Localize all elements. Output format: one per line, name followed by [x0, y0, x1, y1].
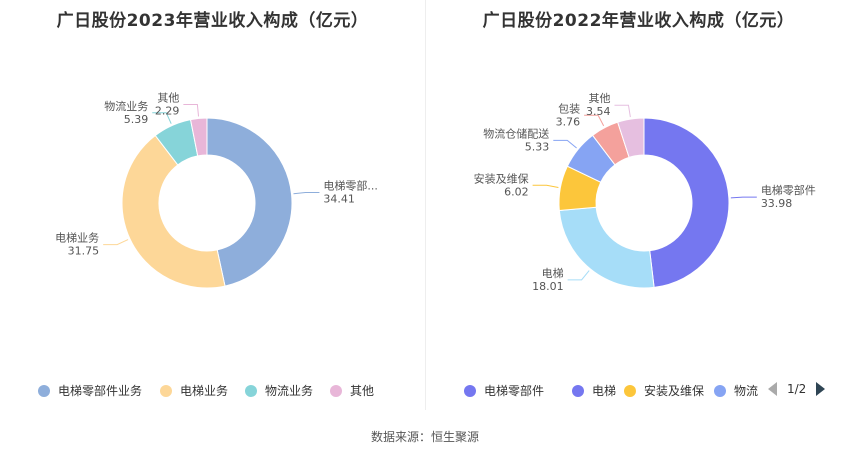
label-leader-line	[532, 184, 559, 188]
legend-label: 电梯	[592, 384, 617, 398]
pie-slice[interactable]	[189, 117, 208, 157]
slice-label-value: 33.98	[761, 197, 793, 210]
slice-label-value: 3.54	[586, 105, 611, 118]
slice-label-value: 2.29	[155, 104, 180, 117]
slice-label-name: 安装及维保	[474, 171, 529, 185]
legend-item[interactable]: 其他	[330, 382, 374, 399]
label-leader-line	[152, 112, 172, 124]
slice-label-name: 物流业务	[104, 99, 148, 113]
slice-label-name: 电梯业务	[55, 232, 99, 245]
legend-item[interactable]: 电梯	[572, 382, 616, 399]
legend-dot-icon	[464, 384, 476, 397]
legend-page-indicator: 1/2	[787, 382, 807, 396]
legend-dot-icon	[624, 384, 636, 397]
slice-label-name: 电梯	[542, 267, 564, 280]
legend-item[interactable]: 电梯零部件	[464, 382, 544, 399]
pie-slice[interactable]	[121, 134, 226, 289]
label-leader-line	[614, 104, 631, 118]
legend-item[interactable]: 安装及维保	[624, 382, 704, 399]
pie-slice[interactable]	[558, 206, 655, 289]
chart-title-2022: 广日股份2022年营业收入构成（亿元）	[482, 11, 795, 31]
slice-label-value: 5.39	[124, 113, 149, 126]
chart-title-2023: 广日股份2023年营业收入构成（亿元）	[56, 11, 369, 31]
label-leader-line	[730, 196, 757, 199]
label-leader-line	[584, 114, 605, 127]
legend-pager: 1/2	[768, 382, 826, 396]
slice-label-value: 5.33	[525, 140, 550, 153]
slice-label-name: 物流仓储配送	[483, 126, 549, 140]
legend-label: 其他	[350, 384, 375, 398]
pie-slice[interactable]	[206, 117, 293, 287]
slice-label-name: 包装	[558, 102, 580, 115]
slice-label-value: 3.76	[556, 115, 581, 128]
label-leader-line	[567, 270, 590, 281]
slice-label-name: 其他	[157, 91, 179, 104]
legend-dot-icon	[160, 384, 172, 397]
donut-chart-2022: 电梯零部件33.98电梯18.01安装及维保6.02物流仓储配送5.33包装3.…	[474, 92, 816, 293]
label-leader-line	[553, 139, 577, 149]
slice-label-value: 34.41	[323, 192, 355, 205]
slice-label-value: 6.02	[504, 185, 529, 198]
legend-item[interactable]: 电梯零部件业务	[38, 382, 142, 399]
legend-item[interactable]: 物流	[714, 382, 758, 399]
slice-label-name: 其他	[588, 92, 610, 105]
legend-dot-icon	[714, 384, 726, 397]
pie-slice[interactable]	[617, 117, 645, 158]
data-source-note: 数据来源：恒生聚源	[370, 430, 479, 444]
label-leader-line	[293, 191, 320, 195]
legend-item[interactable]: 电梯业务	[160, 382, 228, 399]
legend-2023: 电梯零部件业务 电梯业务 物流业务 其他	[0, 382, 425, 404]
pie-slice[interactable]	[643, 117, 730, 288]
legend-item[interactable]: 物流业务	[245, 382, 313, 399]
slice-label-value: 31.75	[68, 245, 100, 258]
slice-label-name: 电梯零部...	[323, 178, 378, 192]
slice-label-value: 18.01	[532, 280, 564, 293]
panel-divider	[425, 0, 426, 410]
legend-dot-icon	[245, 384, 257, 397]
legend-label: 电梯业务	[180, 384, 229, 398]
chart-panel-2022: 广日股份2022年营业收入构成（亿元） 电梯零部件 33.98 电梯 18.01 安装及…	[426, 0, 850, 410]
legend-next-icon[interactable]	[816, 382, 826, 396]
legend-prev-icon[interactable]	[768, 382, 777, 396]
label-leader-line	[103, 239, 129, 246]
legend-label: 物流业务	[265, 384, 314, 398]
slice-label-name: 电梯零部件	[761, 183, 816, 197]
legend-label: 物流	[734, 384, 759, 398]
legend-2022: 电梯零部件 电梯 安装及维保 物流	[426, 382, 850, 404]
legend-label: 电梯零部件	[484, 384, 545, 398]
legend-dot-icon	[572, 384, 584, 397]
legend-label: 电梯零部件业务	[58, 384, 143, 398]
label-leader-line	[183, 103, 200, 117]
legend-label: 安装及维保	[644, 384, 705, 398]
chart-panel-2023: 广日股份2023年营业收入构成（亿元） 电梯零部... 34.41 电梯业务 31.7…	[0, 0, 425, 410]
legend-dot-icon	[330, 384, 342, 397]
legend-dot-icon	[38, 384, 50, 397]
